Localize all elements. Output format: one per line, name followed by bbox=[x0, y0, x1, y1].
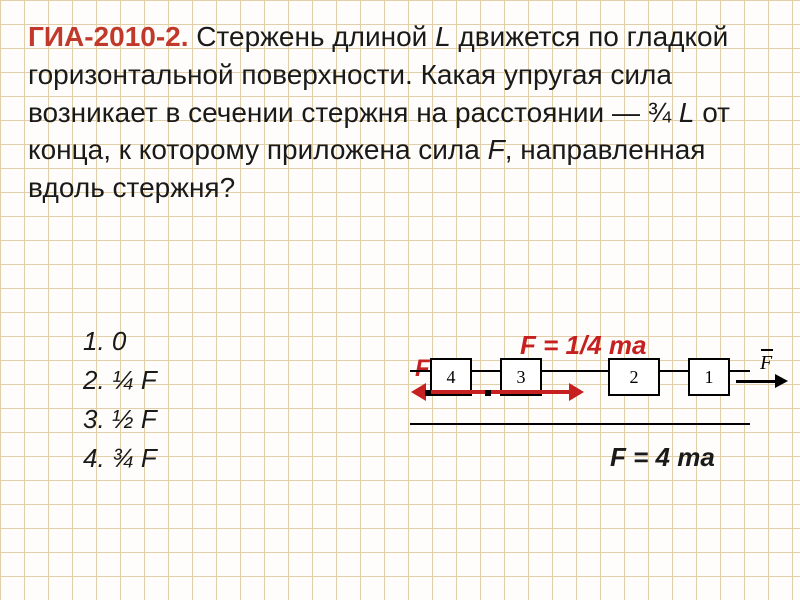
applied-force-letter: F bbox=[760, 352, 772, 374]
segment-1: 1 bbox=[688, 358, 730, 396]
variable-L-2: L bbox=[679, 97, 695, 128]
equation-bottom: F = 4 ma bbox=[610, 442, 715, 473]
problem-statement: ГИА-2010-2. Стержень длиной L движется п… bbox=[28, 18, 772, 207]
variable-F: F bbox=[488, 134, 505, 165]
problem-text-1: Стержень длиной bbox=[189, 21, 436, 52]
variable-L-1: L bbox=[435, 21, 451, 52]
physics-diagram: F = 1/4 ma Fн 4 3 2 1 F F = 4 ma bbox=[390, 320, 780, 500]
segment-2: 2 bbox=[608, 358, 660, 396]
applied-force-label: F bbox=[760, 352, 772, 375]
internal-force-arrow-left bbox=[425, 390, 485, 394]
vector-bar-icon bbox=[761, 349, 773, 351]
exam-tag: ГИА-2010-2. bbox=[28, 21, 189, 52]
internal-force-arrow-right bbox=[485, 390, 570, 394]
equation-top: F = 1/4 ma bbox=[520, 330, 646, 361]
applied-force-arrow bbox=[736, 380, 776, 383]
